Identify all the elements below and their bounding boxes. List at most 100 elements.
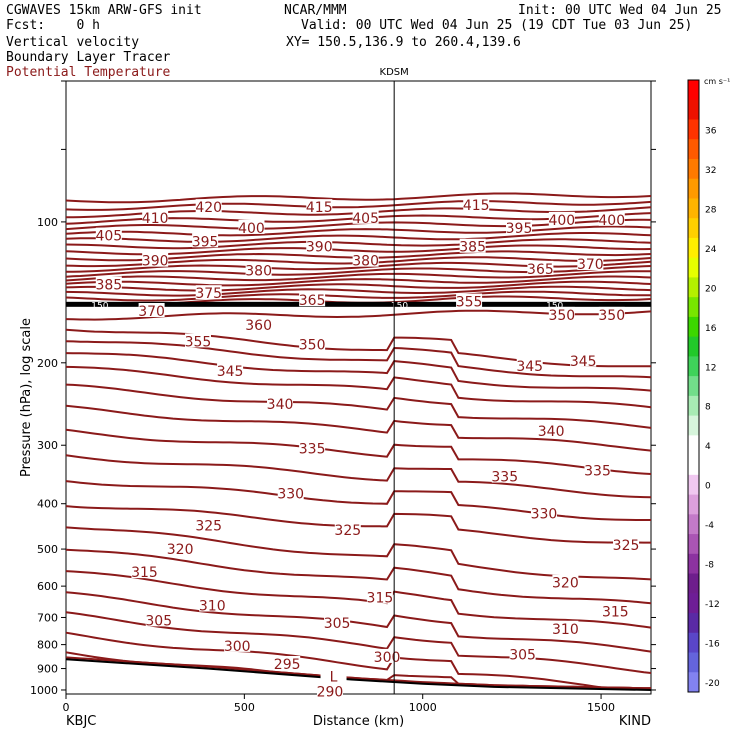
theta-contour-line (65, 275, 652, 287)
contour-label-bg (195, 517, 222, 532)
colorbar-swatch (688, 139, 699, 160)
contour-label: 310 (552, 622, 579, 638)
theta-contour-line (65, 428, 652, 475)
contour-label-bg (167, 541, 194, 556)
contour-label-bg (352, 252, 379, 267)
colorbar-swatch (688, 494, 699, 515)
contour-label-bg (352, 209, 379, 224)
y-tick-label: 500 (37, 543, 58, 556)
contour-label: 415 (306, 200, 333, 216)
contour-label: 345 (570, 354, 597, 370)
y-tick-label: 900 (37, 663, 58, 676)
tropopause-label: 150 (391, 301, 408, 311)
contour-label-bg (324, 615, 351, 630)
colorbar-swatch (688, 218, 699, 239)
contour-label: 290 (317, 685, 344, 701)
contour-label-bg (456, 293, 483, 308)
theta-contour-line (65, 383, 652, 429)
contour-label: 405 (352, 211, 379, 227)
colorbar-tick-label: 16 (705, 324, 717, 334)
x-axis-label: Distance (km) (313, 714, 404, 729)
colorbar-swatch (688, 672, 699, 693)
field-boundary-layer-tracer: Boundary Layer Tracer (6, 50, 171, 65)
colorbar-swatch (688, 119, 699, 140)
contour-label: 355 (456, 295, 483, 311)
contour-label: 380 (352, 254, 379, 270)
colorbar-swatch (688, 277, 699, 298)
x-tick-label: 1000 (409, 701, 437, 714)
theta-contour-line (65, 365, 652, 409)
y-tick-label: 100 (37, 216, 58, 229)
contour-label: 300 (374, 650, 401, 666)
contour-label-bg (274, 655, 301, 670)
y-tick-label: 700 (37, 611, 58, 624)
colorbar-tick-label: -8 (705, 561, 714, 571)
colorbar-swatch (688, 652, 699, 673)
contour-label: 390 (306, 240, 333, 256)
colorbar-swatch (688, 158, 699, 180)
contour-label-bg (224, 637, 251, 652)
contour-label: 395 (192, 234, 219, 250)
colorbar-swatch (688, 455, 699, 476)
contour-label: 310 (199, 599, 226, 615)
contour-label-bg (598, 211, 625, 226)
theta-contour-line (65, 570, 652, 629)
contour-label-bg (192, 233, 219, 248)
colorbar-tick-label: 36 (705, 126, 717, 136)
colorbar-tick-label: -20 (705, 679, 720, 689)
contour-label-bg (142, 252, 169, 267)
contour-label-bg (527, 260, 554, 275)
contour-label-bg (374, 648, 401, 663)
colorbar-swatch (688, 573, 699, 594)
contour-label-bg (602, 603, 629, 618)
contour-label-bg (184, 333, 211, 348)
theta-contour-line (65, 192, 652, 204)
contour-label-bg (613, 536, 640, 551)
contour-label-bg (195, 199, 222, 214)
y-tick-label: 300 (37, 439, 58, 452)
contour-label-bg (245, 262, 272, 277)
theta-contour-line (65, 454, 652, 499)
init-time: Init: 00 UTC Wed 04 Jun 25 (518, 3, 722, 18)
contour-label-bg (299, 292, 326, 307)
colorbar-swatch (688, 376, 699, 397)
contour-label-bg (306, 238, 333, 253)
contour-label-bg (145, 612, 172, 627)
colorbar-tick-label: 4 (705, 442, 711, 452)
contour-label-bg (142, 209, 169, 224)
contour-label: 320 (552, 576, 579, 592)
contour-label: 295 (274, 657, 301, 673)
contour-label-bg (316, 683, 343, 698)
y-tick-label: 400 (37, 498, 58, 511)
theta-contour-line (65, 352, 652, 392)
valid-time: Valid: 00 UTC Wed 04 Jun 25 (19 CDT Tue … (301, 18, 693, 33)
contour-label: 325 (195, 518, 222, 534)
contour-label-bg (366, 589, 393, 604)
station-marker-label: KDSM (380, 67, 409, 78)
contour-label: 350 (299, 338, 326, 354)
contour-label-bg (584, 462, 611, 477)
theta-contour-line (65, 328, 651, 368)
contour-label: 400 (548, 213, 575, 229)
colorbar-swatch (688, 534, 699, 555)
contour-label: 390 (142, 254, 169, 270)
contour-label-bg (530, 505, 557, 520)
contour-label-bg (320, 668, 347, 683)
contour-label-bg (299, 336, 326, 351)
contour-label: 420 (195, 200, 222, 216)
contour-label-bg (548, 211, 575, 226)
terrain-line (65, 658, 652, 691)
theta-contour-line (65, 290, 652, 302)
contour-label-bg (238, 219, 265, 234)
contour-label: 375 (195, 286, 222, 302)
contour-label: 360 (245, 318, 272, 334)
contour-label-bg (570, 352, 597, 367)
contour-label: 385 (459, 240, 486, 256)
colorbar-tick-label: 12 (705, 363, 716, 373)
contour-label: 305 (324, 616, 351, 632)
contour-label: 395 (506, 221, 533, 237)
theta-contour-line (65, 404, 652, 452)
colorbar-swatch (688, 474, 699, 496)
field-potential-temperature: Potential Temperature (6, 65, 171, 80)
